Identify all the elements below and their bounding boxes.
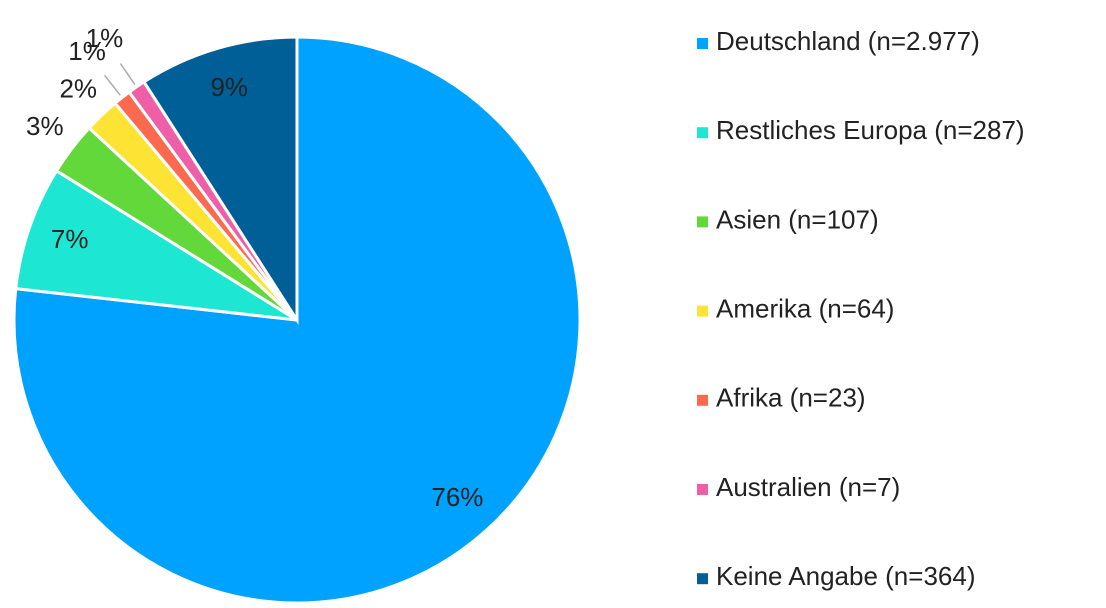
data-label: 3% [26,111,64,141]
data-label: 1% [86,23,124,53]
legend-swatch [697,216,708,228]
legend-swatch [697,38,708,49]
legend-swatch [697,305,708,317]
legend-swatch [697,573,708,585]
legend-label: Restliches Europa (n=287) [716,115,1025,145]
legend-label: Amerika (n=64) [716,293,894,323]
legend-label: Australien (n=7) [716,472,900,502]
legend-swatch [697,484,708,495]
legend-label: Keine Angabe (n=364) [716,561,976,591]
legend-label: Deutschland (n=2.977) [716,26,980,56]
legend-swatch [697,127,708,139]
pie-slice [14,168,298,322]
data-label: 76% [431,482,483,512]
data-label: 9% [210,72,248,102]
legend-swatch [697,394,708,406]
pie-slice [141,35,299,326]
legend-label: Afrika (n=23) [716,383,866,413]
leader-line [103,74,121,96]
data-label: 1% [68,36,106,66]
data-label: 7% [51,224,89,254]
leader-line [119,63,136,85]
legend-label: Asien (n=107) [716,204,879,234]
data-label: 2% [59,73,97,103]
